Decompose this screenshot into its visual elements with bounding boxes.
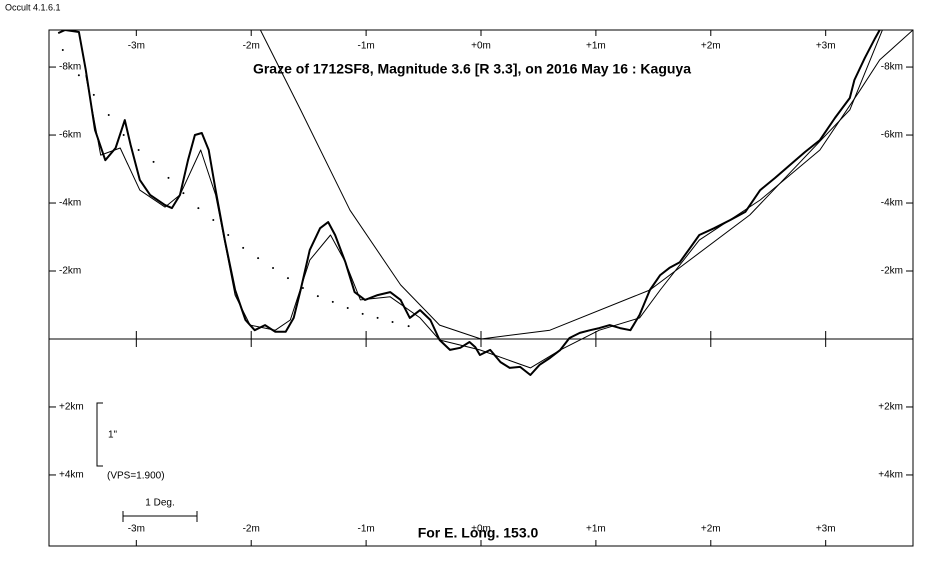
app-label: Occult 4.1.6.1 <box>5 2 61 12</box>
profile-dot <box>227 233 230 236</box>
plot-area <box>57 30 913 376</box>
plot-frame <box>48 29 914 547</box>
profile-dot <box>212 219 215 222</box>
y-tick-label-left: +4km <box>59 470 84 481</box>
profile-dot <box>407 325 410 328</box>
y-tick-label-left: -6km <box>59 130 81 141</box>
y-tick-label-right: +2km <box>878 402 903 413</box>
degree-bar <box>122 511 198 522</box>
y-tick-label-right: -2km <box>881 266 903 277</box>
x-tick-label-bottom: +1m <box>586 524 606 535</box>
profile-dot <box>331 300 334 303</box>
profile-dot <box>272 266 275 269</box>
profile-dot <box>361 312 364 315</box>
profile-dot <box>107 113 110 116</box>
profile-dot <box>137 148 140 151</box>
y-tick-label-left: -4km <box>59 198 81 209</box>
limb-curve <box>85 30 913 369</box>
profile-dot <box>122 134 125 137</box>
scale-bracket <box>96 402 103 467</box>
x-tick-label-bottom: -3m <box>128 524 145 535</box>
y-tick-label-right: +4km <box>878 470 903 481</box>
profile-dot <box>376 316 379 319</box>
y-tick-label-left: -8km <box>59 62 81 73</box>
y-tick-label-left: -2km <box>59 266 81 277</box>
profile-dot <box>301 287 304 289</box>
profile-dot <box>286 277 289 280</box>
y-tick-label-right: -6km <box>881 130 903 141</box>
profile-dot <box>77 74 80 77</box>
vps-label: (VPS=1.900) <box>107 471 165 482</box>
x-tick-label-bottom: +3m <box>816 524 836 535</box>
profile-dot <box>316 295 319 298</box>
x-tick-label-top: +2m <box>701 41 721 52</box>
x-tick-label-bottom: +0m <box>471 524 491 535</box>
y-tick-label-left: +2km <box>59 402 84 413</box>
degree-label: 1 Deg. <box>145 498 174 509</box>
chart-title: Graze of 1712SF8, Magnitude 3.6 [R 3.3],… <box>253 61 691 77</box>
profile-dot <box>152 160 155 163</box>
limb-curve <box>259 30 883 340</box>
x-tick-label-bottom: -2m <box>243 524 260 535</box>
x-tick-label-top: -2m <box>243 41 260 52</box>
scale-label: 1" <box>108 430 118 441</box>
x-tick-label-top: +1m <box>586 41 606 52</box>
profile-dot <box>92 93 95 96</box>
x-tick-label-top: +0m <box>471 41 491 52</box>
profile-dot <box>61 49 64 52</box>
x-tick-label-bottom: -1m <box>357 524 374 535</box>
profile-dot <box>182 192 185 195</box>
profile-dot <box>242 246 245 249</box>
profile-dot <box>257 257 260 260</box>
x-tick-label-top: +3m <box>816 41 836 52</box>
x-tick-label-top: -1m <box>357 41 374 52</box>
profile-dot <box>167 176 170 179</box>
y-tick-label-right: -4km <box>881 198 903 209</box>
y-tick-label-right: -8km <box>881 62 903 73</box>
profile-dot <box>197 207 200 210</box>
x-tick-label-top: -3m <box>128 41 145 52</box>
profile-dot <box>346 307 349 310</box>
footer: For E. Long. 153.0 <box>418 525 539 541</box>
profile-dot <box>391 320 394 323</box>
x-tick-label-bottom: +2m <box>701 524 721 535</box>
